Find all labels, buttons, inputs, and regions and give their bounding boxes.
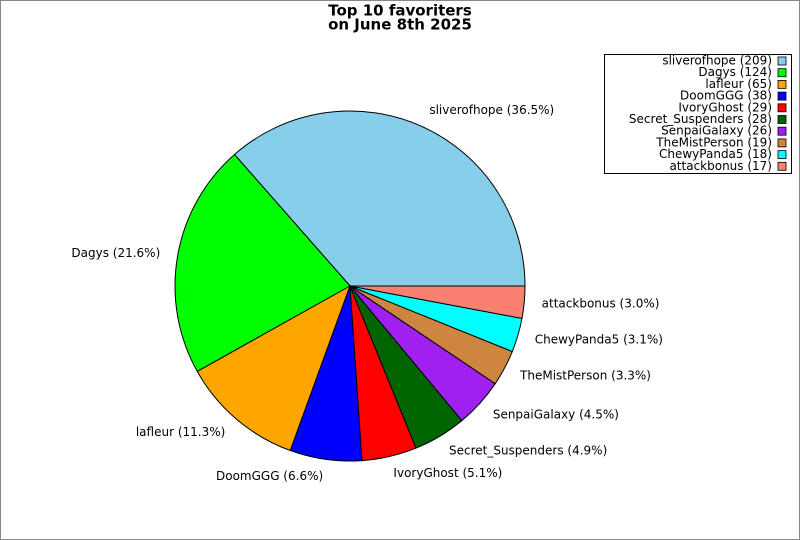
- slice-label: ChewyPanda5 (3.1%): [535, 333, 663, 347]
- legend-label: lafleur (65): [705, 77, 772, 91]
- legend-swatch: [777, 115, 787, 124]
- legend-swatch: [777, 56, 787, 66]
- legend-swatch: [777, 68, 787, 78]
- legend-label: ChewyPanda5 (18): [659, 147, 772, 161]
- legend-swatch: [777, 103, 787, 113]
- legend-label: sliverofhope (209): [662, 54, 772, 68]
- legend-swatch: [777, 80, 787, 89]
- legend-box: [604, 54, 792, 174]
- legend-swatch: [777, 91, 787, 101]
- pie-slice: [174, 153, 351, 373]
- pie-slice: [233, 110, 526, 287]
- pie-slice: [349, 285, 526, 320]
- slice-label: sliverofhope (36.5%): [429, 103, 554, 117]
- slice-label: attackbonus (3.0%): [542, 296, 660, 310]
- slice-label: IvoryGhost (5.1%): [393, 466, 502, 480]
- legend-label: DoomGGG (38): [680, 89, 772, 103]
- legend-swatch: [777, 150, 787, 160]
- pie-slice: [196, 284, 351, 452]
- chart-title: Top 10 favoriters: [328, 2, 472, 20]
- slice-label: TheMistPerson (3.3%): [519, 369, 651, 383]
- slice-label: lafleur (11.3%): [136, 425, 225, 439]
- legend-label: IvoryGhost (29): [678, 100, 772, 114]
- chart-subtitle: on June 8th 2025: [328, 16, 472, 34]
- legend-label: TheMistPerson (19): [655, 135, 772, 149]
- legend-swatch: [777, 126, 787, 136]
- slice-label: Secret_Suspenders (4.9%): [449, 444, 607, 458]
- slice-label: DoomGGG (6.6%): [216, 469, 323, 483]
- slice-label: Dagys (21.6%): [71, 246, 160, 260]
- legend-label: Dagys (124): [698, 65, 772, 79]
- slice-label: SenpaiGalaxy (4.5%): [493, 408, 619, 422]
- legend-label: Secret_Suspenders (28): [629, 112, 772, 126]
- legend-swatch: [777, 161, 787, 171]
- legend-label: SenpaiGalaxy (26): [661, 124, 772, 138]
- legend-swatch: [777, 138, 787, 148]
- legend-label: attackbonus (17): [669, 159, 772, 173]
